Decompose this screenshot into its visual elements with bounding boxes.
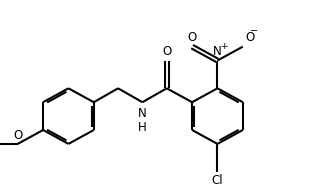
- Text: N
H: N H: [138, 107, 147, 134]
- Text: O: O: [13, 129, 22, 142]
- Text: O: O: [162, 45, 171, 58]
- Text: N: N: [213, 45, 222, 58]
- Text: O: O: [245, 31, 254, 44]
- Text: O: O: [187, 31, 197, 44]
- Text: Cl: Cl: [212, 174, 223, 187]
- Text: +: +: [220, 42, 227, 51]
- Text: −: −: [250, 26, 258, 36]
